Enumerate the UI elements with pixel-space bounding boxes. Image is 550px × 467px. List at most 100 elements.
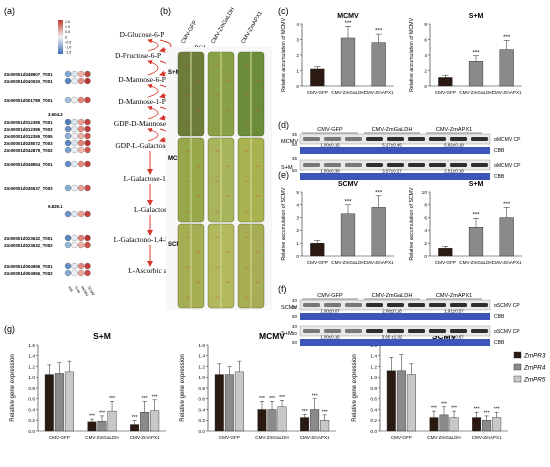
bar bbox=[310, 242, 325, 257]
legend-swatch bbox=[513, 351, 522, 359]
pathway-arrow bbox=[147, 60, 159, 76]
significance-label: *** bbox=[503, 202, 511, 208]
chart-title: S+M bbox=[469, 181, 484, 188]
expression-cell bbox=[77, 96, 85, 104]
legend-label: ZmPR4 bbox=[523, 365, 546, 372]
chart-title: S+M bbox=[469, 13, 484, 20]
x-tick-label: CMV-ZmGaLDH bbox=[331, 90, 364, 95]
panel-label-b: (b) bbox=[160, 6, 171, 16]
expression-cell bbox=[71, 269, 78, 277]
western-blot-panel: CMV-GFP CMV-ZmGaLDH CMV-ZmAPX1 SCMV αSCMV CP… bbox=[281, 293, 520, 346]
blot-band bbox=[429, 303, 446, 307]
bar bbox=[340, 37, 356, 87]
blot-band bbox=[408, 303, 425, 307]
legend-label: ZmPR3 bbox=[523, 353, 546, 360]
ladder-marker: 40 bbox=[292, 298, 297, 303]
metabolite-label: L-Galactose bbox=[134, 205, 171, 214]
chart-g-sm: S+M 0.0 0.2 0.4 0.6 0.8 1.0 1.2 1.4 1.6 Relative g… bbox=[10, 331, 166, 440]
significance-label: *** bbox=[375, 29, 383, 35]
infection-arrow-icon: → bbox=[184, 92, 190, 98]
chart-c-sm: S+M 0 2 4 6 8 Relative accumulation of MCMV CMV… bbox=[409, 13, 522, 95]
expression-cell bbox=[77, 234, 85, 242]
blot-band bbox=[471, 329, 488, 333]
blot-band bbox=[429, 329, 446, 333]
expression-cell bbox=[84, 269, 91, 277]
x-tick-label: CMV-GFP bbox=[219, 435, 240, 440]
y-tick-label: 6 bbox=[424, 37, 427, 43]
gene-id-label: Zm00001d023632_T002 bbox=[4, 243, 53, 248]
y-axis-label: Relative accumulation of SCMV bbox=[409, 187, 415, 260]
blot-band bbox=[366, 303, 383, 307]
y-tick-label: 1 bbox=[296, 68, 299, 74]
x-tick-label: CMV-GFP bbox=[307, 90, 328, 95]
expression-cell bbox=[64, 262, 72, 270]
y-tick-label: 0.6 bbox=[198, 397, 205, 403]
legend-swatch bbox=[513, 363, 522, 371]
band-quantity-label: 4.07±0.67 bbox=[444, 335, 464, 340]
expression-cell bbox=[64, 132, 72, 140]
pathway-arrow bbox=[159, 39, 172, 53]
y-tick-label: 4 bbox=[296, 203, 299, 209]
expression-cell bbox=[64, 125, 72, 133]
bar bbox=[310, 68, 325, 87]
significance-label: *** bbox=[322, 409, 328, 415]
expression-cell bbox=[84, 184, 91, 192]
heatmap-color-scale bbox=[58, 20, 63, 54]
y-tick-label: 0.6 bbox=[370, 397, 377, 403]
cbb-blot bbox=[300, 173, 490, 180]
blot-band bbox=[345, 329, 362, 333]
infection-arrow-icon: → bbox=[244, 148, 250, 154]
blot-band bbox=[366, 329, 383, 333]
ladder-marker: 50 bbox=[292, 142, 297, 147]
blot-band bbox=[324, 137, 341, 141]
blot-band bbox=[408, 163, 425, 167]
infection-arrow-icon: → bbox=[184, 294, 190, 300]
gene-value-label: 3.604.2 bbox=[48, 112, 63, 117]
expression-cell bbox=[77, 132, 85, 140]
expression-cell bbox=[71, 125, 78, 133]
infection-arrow-icon: → bbox=[225, 77, 231, 83]
y-tick-label: 0 bbox=[424, 254, 427, 260]
y-tick-label: 0.0 bbox=[28, 429, 35, 435]
y-axis-label: Relative accumulation of MCMV bbox=[281, 18, 287, 92]
expression-cell bbox=[77, 146, 85, 154]
leaf-row-label: S+M bbox=[168, 70, 181, 76]
expression-cell bbox=[77, 70, 85, 78]
y-tick-label: 4 bbox=[424, 228, 427, 234]
expression-cell bbox=[71, 184, 78, 192]
expression-cell bbox=[64, 184, 72, 192]
legend-g: ZmPR3 ZmPR4 ZmPR5 bbox=[513, 351, 546, 384]
infection-arrow-icon: → bbox=[244, 294, 250, 300]
bar-charts: MCMV 0 1 2 3 4 Relative accumulation of MCMV CM… bbox=[10, 13, 546, 440]
expression-cell bbox=[64, 234, 72, 242]
bar-zmpr3 bbox=[87, 421, 97, 432]
blot-band bbox=[366, 137, 383, 141]
expression-cell bbox=[71, 132, 78, 140]
blot-row-label: SCMV bbox=[281, 305, 297, 311]
expression-cell bbox=[71, 96, 78, 104]
significance-label: *** bbox=[142, 396, 148, 402]
y-tick-label: 0.2 bbox=[198, 418, 205, 424]
bar-zmpr3 bbox=[429, 417, 439, 432]
infection-arrow-icon: → bbox=[244, 234, 250, 240]
y-axis-label: Relative accumulation of SCMV bbox=[281, 187, 287, 260]
expression-cell bbox=[64, 241, 72, 249]
gene-id-label: Zm00001d004956_T001 bbox=[4, 264, 53, 269]
y-tick-label: 0.8 bbox=[370, 386, 377, 392]
heatmap-column-label: MCMV bbox=[80, 286, 89, 298]
infection-arrow-icon: → bbox=[225, 107, 231, 113]
gene-id-label: Zm00001d004956_T002 bbox=[4, 271, 53, 276]
expression-cell bbox=[84, 234, 91, 242]
y-tick-label: 8 bbox=[424, 203, 427, 209]
y-tick-label: 1.0 bbox=[28, 375, 35, 381]
cbb-blot bbox=[300, 147, 490, 154]
significance-label: *** bbox=[472, 50, 480, 56]
expression-cell bbox=[64, 118, 72, 126]
band-quantity-label: 1.00±0.07 bbox=[320, 309, 340, 314]
expression-cell bbox=[71, 234, 78, 242]
bar-zmpr3 bbox=[44, 374, 54, 432]
bar-zmpr3 bbox=[386, 370, 396, 432]
pathway-arrow bbox=[147, 38, 159, 52]
band-quantity-label: 5.82±0.18 bbox=[444, 143, 464, 148]
blot-band bbox=[471, 137, 488, 141]
